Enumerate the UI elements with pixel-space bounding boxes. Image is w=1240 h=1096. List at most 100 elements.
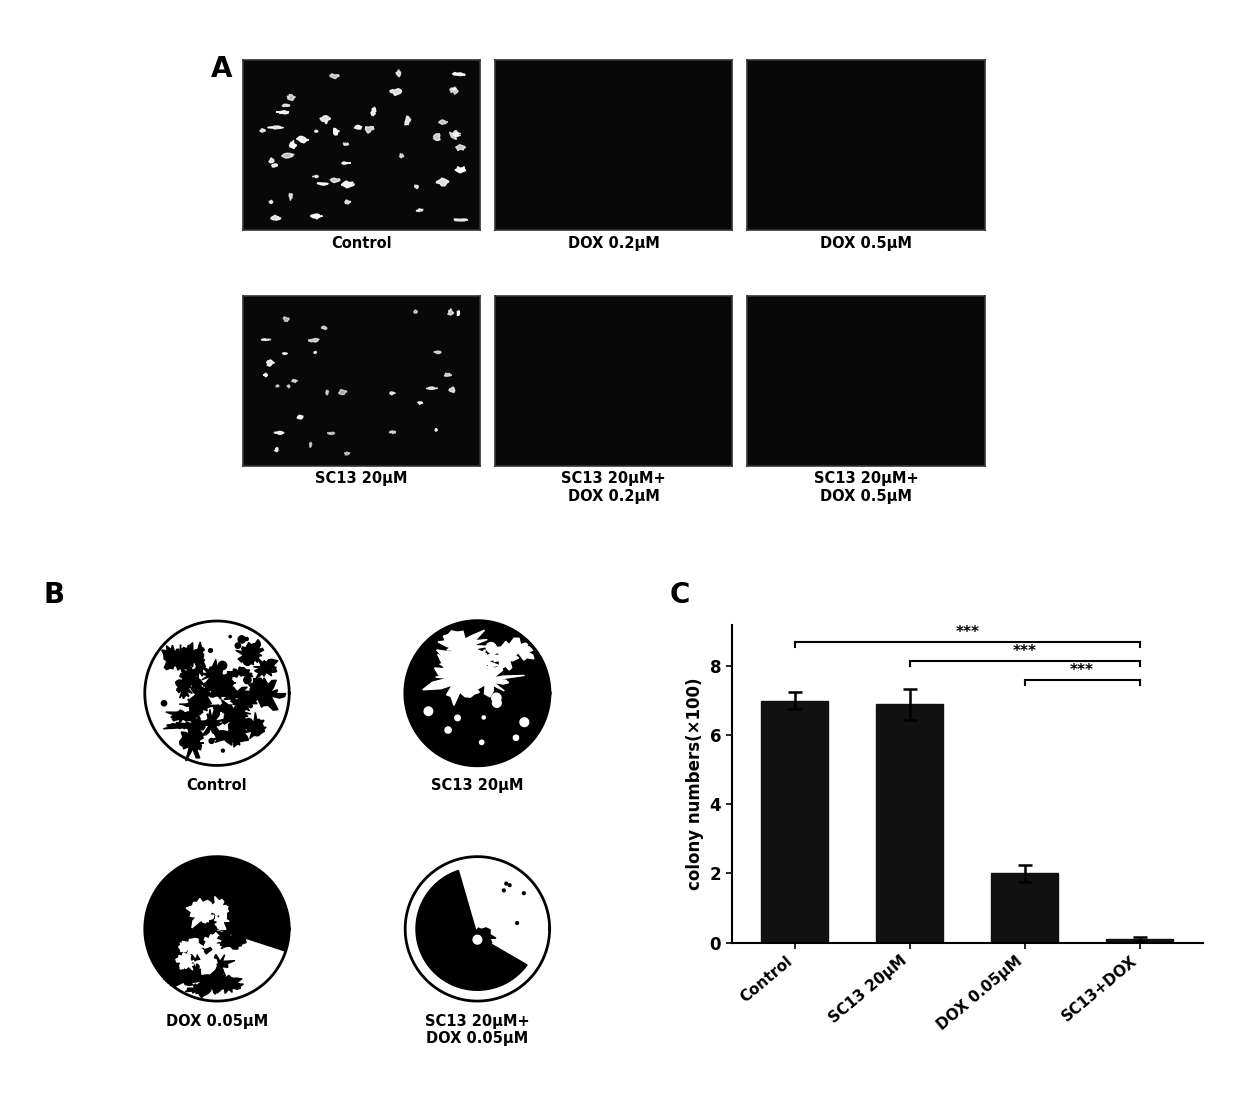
- Polygon shape: [248, 678, 285, 710]
- Polygon shape: [327, 432, 335, 434]
- Bar: [877, 704, 944, 943]
- Polygon shape: [243, 658, 252, 665]
- Text: DOX 0.2μM: DOX 0.2μM: [568, 236, 660, 251]
- Polygon shape: [270, 215, 281, 220]
- Polygon shape: [283, 104, 290, 106]
- Polygon shape: [212, 705, 233, 712]
- Polygon shape: [208, 649, 212, 652]
- Polygon shape: [206, 971, 221, 994]
- Text: SC13 20μM: SC13 20μM: [315, 471, 408, 487]
- Bar: [761, 700, 828, 943]
- Polygon shape: [218, 937, 243, 947]
- Polygon shape: [505, 882, 507, 884]
- Polygon shape: [274, 447, 278, 452]
- Polygon shape: [170, 973, 202, 986]
- Polygon shape: [181, 914, 211, 928]
- Polygon shape: [186, 899, 215, 922]
- Polygon shape: [450, 133, 460, 139]
- Polygon shape: [496, 677, 500, 682]
- Polygon shape: [208, 675, 236, 692]
- Text: SC13 20μM+
DOX 0.2μM: SC13 20μM+ DOX 0.2μM: [562, 471, 666, 504]
- Polygon shape: [513, 735, 518, 741]
- Polygon shape: [291, 379, 298, 383]
- Polygon shape: [326, 390, 329, 395]
- Polygon shape: [161, 700, 166, 706]
- Polygon shape: [269, 158, 274, 163]
- Polygon shape: [200, 660, 223, 690]
- Polygon shape: [244, 676, 250, 684]
- Polygon shape: [196, 685, 206, 700]
- Polygon shape: [310, 442, 312, 447]
- Polygon shape: [182, 886, 184, 888]
- Polygon shape: [277, 111, 289, 114]
- Polygon shape: [222, 750, 224, 752]
- Polygon shape: [453, 72, 465, 76]
- Polygon shape: [366, 126, 374, 134]
- Polygon shape: [298, 415, 303, 419]
- Text: C: C: [670, 581, 689, 609]
- Polygon shape: [321, 326, 327, 330]
- Polygon shape: [246, 640, 263, 663]
- Polygon shape: [389, 431, 396, 434]
- Polygon shape: [187, 900, 191, 904]
- Polygon shape: [180, 666, 203, 689]
- Polygon shape: [238, 886, 243, 889]
- Polygon shape: [389, 392, 396, 395]
- Polygon shape: [215, 913, 229, 929]
- Polygon shape: [330, 178, 340, 183]
- Polygon shape: [167, 954, 184, 970]
- Polygon shape: [169, 653, 182, 664]
- Polygon shape: [482, 716, 485, 719]
- Polygon shape: [438, 630, 496, 664]
- Polygon shape: [397, 69, 401, 77]
- Polygon shape: [269, 201, 273, 204]
- Polygon shape: [444, 647, 480, 671]
- Polygon shape: [205, 933, 221, 949]
- Polygon shape: [441, 672, 446, 676]
- Polygon shape: [223, 922, 236, 936]
- Polygon shape: [226, 667, 253, 677]
- Polygon shape: [450, 944, 480, 973]
- Polygon shape: [198, 709, 224, 740]
- Polygon shape: [191, 699, 198, 706]
- Polygon shape: [489, 646, 497, 654]
- Polygon shape: [243, 712, 267, 739]
- Polygon shape: [217, 686, 224, 693]
- Polygon shape: [480, 740, 484, 744]
- Polygon shape: [283, 317, 289, 321]
- Polygon shape: [182, 938, 205, 957]
- Polygon shape: [213, 882, 217, 886]
- Polygon shape: [289, 193, 293, 201]
- Polygon shape: [399, 153, 404, 158]
- Polygon shape: [187, 936, 208, 959]
- Polygon shape: [249, 704, 252, 708]
- Polygon shape: [458, 310, 460, 316]
- Polygon shape: [267, 359, 274, 366]
- Polygon shape: [180, 713, 185, 718]
- Polygon shape: [229, 905, 236, 912]
- Polygon shape: [165, 975, 206, 985]
- Polygon shape: [423, 653, 485, 706]
- Text: DOX 0.5μM: DOX 0.5μM: [820, 236, 911, 251]
- Polygon shape: [424, 707, 433, 716]
- Polygon shape: [516, 922, 518, 924]
- Polygon shape: [283, 353, 288, 355]
- Text: ***: ***: [955, 625, 980, 640]
- Polygon shape: [277, 385, 279, 387]
- Polygon shape: [246, 638, 248, 640]
- Polygon shape: [182, 642, 205, 667]
- Polygon shape: [491, 694, 501, 703]
- Polygon shape: [236, 699, 243, 707]
- Polygon shape: [193, 910, 217, 935]
- Text: ***: ***: [1013, 644, 1037, 660]
- Y-axis label: colony numbers(×100): colony numbers(×100): [686, 677, 704, 890]
- Text: B: B: [43, 581, 64, 609]
- Polygon shape: [238, 636, 246, 643]
- Polygon shape: [455, 145, 466, 150]
- Text: Control: Control: [187, 778, 247, 794]
- Polygon shape: [453, 88, 456, 90]
- Polygon shape: [211, 897, 229, 917]
- Polygon shape: [184, 699, 197, 711]
- Polygon shape: [459, 663, 525, 697]
- Polygon shape: [371, 107, 376, 116]
